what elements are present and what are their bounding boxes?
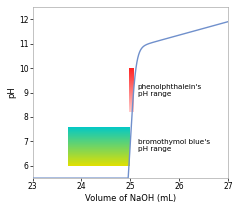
X-axis label: Volume of NaOH (mL): Volume of NaOH (mL) xyxy=(85,194,176,203)
Y-axis label: pH: pH xyxy=(7,87,16,98)
Text: bromothymol blue's
pH range: bromothymol blue's pH range xyxy=(138,139,210,152)
Text: phenolphthalein's
pH range: phenolphthalein's pH range xyxy=(138,84,202,97)
